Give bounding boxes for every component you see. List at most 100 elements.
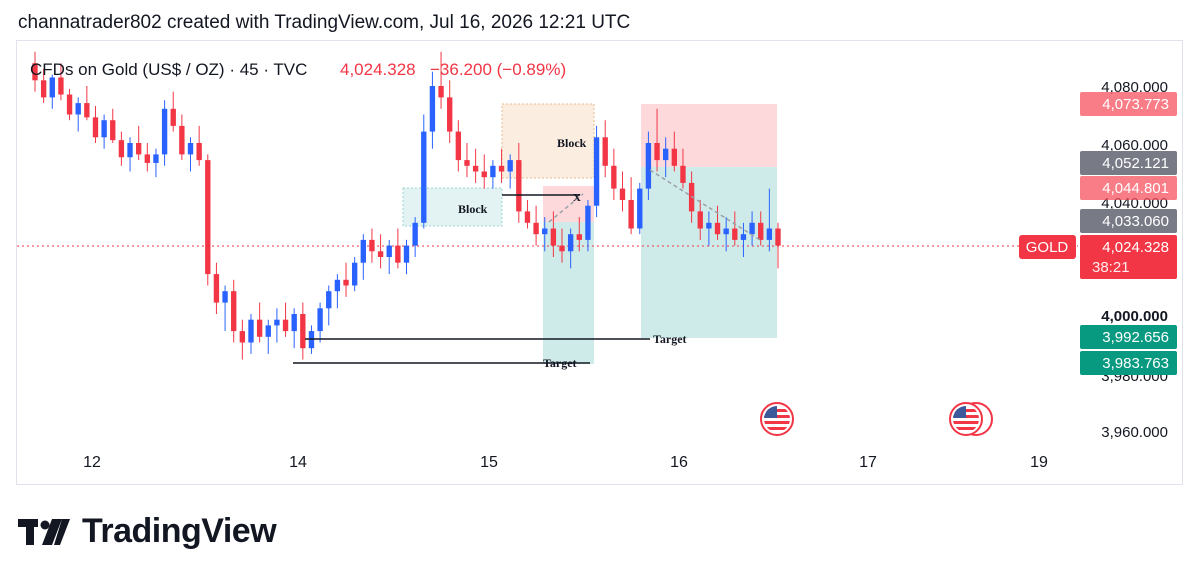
candle-body bbox=[127, 143, 133, 158]
annotation-target-1: Target bbox=[653, 332, 687, 346]
annotation-block-1: Block bbox=[557, 136, 587, 150]
candle bbox=[351, 257, 358, 292]
candle bbox=[161, 100, 168, 166]
candle bbox=[334, 274, 341, 309]
candle bbox=[447, 80, 453, 143]
candle-body bbox=[213, 274, 220, 303]
candle bbox=[369, 228, 375, 263]
candle bbox=[637, 182, 643, 235]
candle bbox=[585, 200, 591, 252]
candle bbox=[766, 188, 773, 252]
candle bbox=[542, 217, 548, 252]
candle-body bbox=[369, 239, 375, 252]
candle bbox=[429, 71, 436, 149]
candle-body bbox=[438, 86, 444, 98]
brand-name: TradingView bbox=[82, 512, 277, 550]
candle bbox=[101, 114, 107, 149]
x-tick-14: 14 bbox=[289, 454, 307, 471]
zone-block-lower bbox=[402, 187, 503, 227]
candle-body bbox=[343, 279, 349, 286]
candle bbox=[593, 125, 600, 218]
candle bbox=[256, 302, 263, 343]
candle bbox=[144, 143, 150, 172]
candle-body bbox=[300, 314, 306, 349]
us-flag-icon[interactable] bbox=[760, 402, 794, 436]
candle-body bbox=[351, 262, 358, 286]
candle-body bbox=[550, 228, 557, 246]
candle-body bbox=[559, 245, 565, 252]
us-flag-icon[interactable] bbox=[949, 402, 983, 436]
candle bbox=[377, 234, 384, 269]
candle bbox=[135, 125, 142, 161]
y-tick-3960: 3,960.000 bbox=[1101, 424, 1168, 441]
symbol-price: 4,024.328 bbox=[340, 60, 416, 79]
candle bbox=[231, 279, 237, 343]
candle bbox=[455, 120, 462, 172]
candle-body bbox=[654, 143, 660, 161]
candle-body bbox=[135, 143, 142, 155]
candle bbox=[265, 319, 271, 354]
candle bbox=[127, 137, 133, 172]
candle bbox=[472, 148, 479, 183]
candle bbox=[602, 120, 608, 178]
candles bbox=[32, 51, 781, 360]
candle-body bbox=[714, 222, 721, 235]
y-tick-4080: 4,080.000 bbox=[1101, 79, 1168, 96]
candle bbox=[84, 86, 90, 121]
candle bbox=[723, 217, 729, 252]
candle bbox=[507, 154, 513, 189]
candle-body bbox=[697, 211, 703, 229]
candle-body bbox=[386, 245, 392, 257]
candle bbox=[205, 154, 211, 286]
candle-body bbox=[32, 63, 38, 81]
candle-body bbox=[84, 103, 90, 118]
candle bbox=[32, 51, 38, 92]
candle-body bbox=[732, 228, 738, 240]
candle bbox=[187, 137, 194, 172]
candle-body bbox=[645, 143, 652, 189]
price-tag-5-bg bbox=[1080, 325, 1177, 349]
candle bbox=[360, 234, 366, 280]
tradingview-brand[interactable]: TradingView bbox=[18, 512, 277, 551]
candle bbox=[248, 314, 254, 354]
candle bbox=[118, 131, 125, 166]
candle bbox=[611, 148, 617, 200]
candle bbox=[66, 88, 73, 121]
candle-body bbox=[326, 291, 332, 309]
candle bbox=[550, 211, 557, 257]
candle bbox=[75, 97, 81, 132]
candle-body bbox=[274, 319, 280, 326]
candle bbox=[619, 171, 626, 212]
candle-body bbox=[187, 143, 194, 155]
candle bbox=[274, 308, 280, 343]
candle-body bbox=[205, 160, 211, 275]
chart-caption: channatrader802 created with TradingView… bbox=[18, 12, 631, 33]
candle bbox=[481, 154, 487, 189]
candle bbox=[395, 228, 401, 269]
countdown: 38:21 bbox=[1092, 259, 1130, 276]
candle bbox=[239, 319, 246, 360]
candle-body bbox=[758, 222, 764, 240]
candle-body bbox=[421, 131, 427, 223]
gold-label-bg bbox=[1019, 235, 1076, 259]
candle bbox=[317, 302, 323, 343]
candle bbox=[386, 239, 392, 275]
candle-body bbox=[144, 154, 150, 163]
candle bbox=[775, 222, 781, 269]
candle bbox=[326, 285, 332, 326]
candle-body bbox=[576, 234, 582, 240]
candle bbox=[671, 131, 678, 172]
candle bbox=[680, 148, 686, 189]
candle bbox=[559, 228, 565, 263]
price-chart[interactable]: Block Block X Target Target CFDs on Gold… bbox=[0, 0, 1200, 500]
zone-short-profit-2 bbox=[641, 167, 777, 338]
candle-body bbox=[75, 103, 81, 115]
candle-body bbox=[455, 131, 462, 161]
candle-body bbox=[291, 314, 297, 332]
y-tick-4000: 4,000.000 bbox=[1101, 308, 1168, 325]
candle-body bbox=[490, 165, 496, 178]
candle bbox=[498, 148, 505, 183]
price-tag-4-bg bbox=[1080, 209, 1177, 233]
symbol-change: −36.200 (−0.89%) bbox=[430, 60, 566, 79]
candle bbox=[92, 105, 99, 143]
